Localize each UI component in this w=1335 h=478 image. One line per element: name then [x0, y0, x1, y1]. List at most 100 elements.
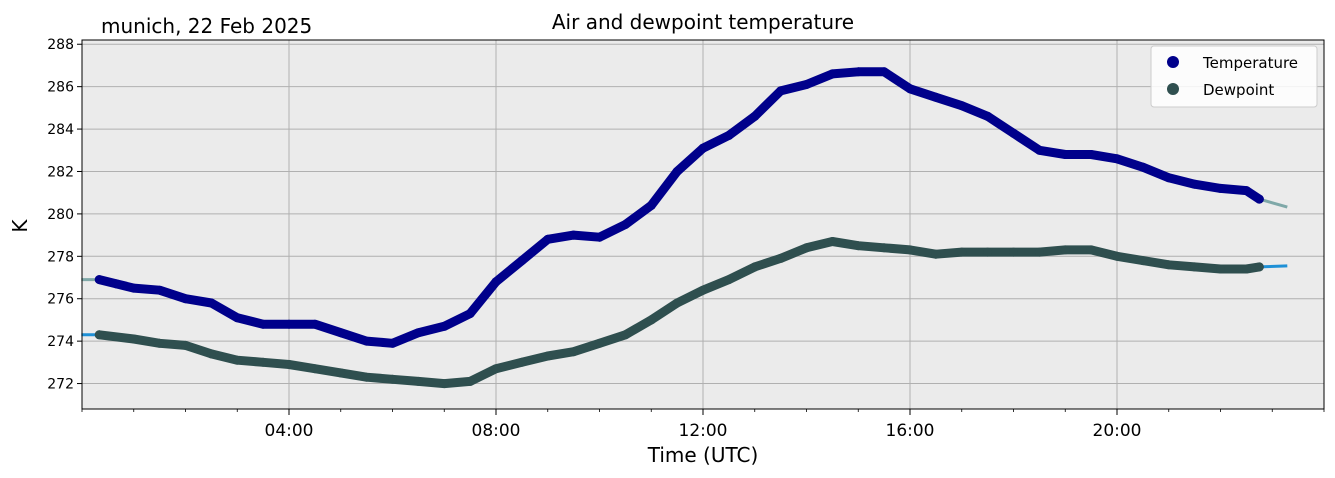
data-point-dewpoint	[595, 338, 604, 348]
data-point-dewpoint	[698, 285, 708, 295]
legend-box	[1150, 45, 1318, 108]
data-point-temperature	[776, 86, 786, 96]
data-point-dewpoint	[232, 355, 242, 365]
data-point-temperature	[232, 313, 242, 323]
data-point-dewpoint	[543, 351, 553, 361]
data-point-temperature	[672, 167, 682, 176]
data-point-temperature	[646, 200, 656, 210]
data-point-temperature	[155, 285, 165, 295]
data-point-dewpoint	[491, 364, 501, 374]
data-point-dewpoint	[1190, 262, 1200, 272]
data-point-temperature	[1112, 154, 1122, 164]
data-point-dewpoint	[1254, 262, 1264, 272]
data-point-dewpoint	[879, 243, 889, 253]
data-point-temperature	[439, 321, 449, 331]
data-point-temperature	[724, 130, 734, 140]
data-point-temperature	[284, 319, 294, 329]
data-point-temperature	[388, 338, 397, 348]
data-point-dewpoint	[905, 245, 915, 255]
data-point-temperature	[413, 328, 423, 338]
data-point-temperature	[94, 275, 104, 285]
data-point-temperature	[1190, 179, 1200, 189]
y-tick-label: 280	[47, 207, 74, 223]
data-point-dewpoint	[517, 357, 527, 367]
data-point-dewpoint	[1112, 251, 1122, 261]
data-point-dewpoint	[465, 376, 475, 386]
data-point-dewpoint	[336, 368, 346, 378]
data-point-temperature	[465, 309, 475, 319]
x-tick-label: 16:00	[886, 421, 935, 441]
data-point-temperature	[802, 80, 811, 89]
data-point-dewpoint	[1009, 247, 1018, 257]
y-tick-label: 284	[47, 122, 74, 138]
data-point-dewpoint	[776, 253, 786, 263]
data-point-dewpoint	[362, 372, 372, 382]
data-point-temperature	[698, 143, 708, 153]
data-point-temperature	[750, 111, 760, 121]
legend-marker-temperature	[1167, 56, 1179, 68]
data-point-dewpoint	[181, 340, 190, 350]
data-point-temperature	[491, 277, 501, 287]
x-axis: 04:00 08:00 12:00 16:00 20:00	[81, 409, 1325, 441]
data-point-temperature	[517, 256, 527, 266]
data-point-temperature	[129, 283, 139, 293]
x-tick-label: 12:00	[679, 421, 728, 441]
data-point-dewpoint	[957, 247, 967, 257]
data-point-dewpoint	[1164, 260, 1174, 270]
x-axis-label: Time (UTC)	[647, 443, 759, 467]
data-point-dewpoint	[931, 249, 941, 259]
data-point-temperature	[1216, 183, 1225, 193]
chart-title: Air and dewpoint temperature	[552, 10, 854, 34]
data-point-dewpoint	[827, 237, 837, 246]
data-point-temperature	[879, 67, 889, 77]
data-point-dewpoint	[1060, 245, 1070, 255]
data-point-temperature	[569, 230, 579, 240]
series-line-dewpoint	[94, 237, 1264, 389]
data-point-temperature	[1138, 162, 1148, 172]
y-tick-label: 286	[47, 80, 74, 96]
data-point-dewpoint	[1241, 264, 1251, 274]
chart-subtitle: munich, 22 Feb 2025	[101, 14, 312, 38]
y-tick-label: 272	[47, 377, 74, 393]
data-point-dewpoint	[672, 298, 682, 308]
y-tick-label: 276	[47, 292, 74, 308]
data-point-temperature	[853, 67, 863, 77]
data-point-temperature	[1254, 194, 1264, 204]
legend-label-dewpoint: Dewpoint	[1203, 81, 1274, 99]
legend-label-temperature: Temperature	[1202, 54, 1298, 72]
grid	[82, 40, 1324, 409]
x-tick-label: 20:00	[1093, 421, 1142, 441]
data-point-temperature	[1086, 150, 1096, 159]
legend-marker-dewpoint	[1167, 83, 1179, 95]
data-point-temperature	[258, 319, 268, 329]
data-point-temperature	[931, 92, 941, 102]
data-point-dewpoint	[206, 349, 216, 359]
data-point-temperature	[1009, 128, 1018, 138]
y-tick-label: 274	[47, 334, 74, 350]
data-point-temperature	[1060, 150, 1070, 159]
data-point-dewpoint	[853, 241, 863, 251]
y-axis-label: K	[8, 219, 32, 233]
data-point-dewpoint	[284, 360, 294, 369]
data-point-dewpoint	[569, 347, 579, 357]
data-point-temperature	[983, 111, 993, 121]
data-point-temperature	[112, 279, 121, 289]
data-point-dewpoint	[439, 379, 449, 389]
y-axis: 272 274 276 278 280 282 284 286 288	[47, 37, 82, 393]
data-point-dewpoint	[129, 334, 139, 344]
data-point-dewpoint	[413, 376, 423, 386]
data-point-dewpoint	[1216, 264, 1225, 274]
data-point-temperature	[543, 234, 553, 244]
data-point-dewpoint	[388, 374, 397, 384]
data-point-temperature	[620, 220, 630, 229]
data-point-temperature	[206, 298, 216, 308]
data-point-dewpoint	[155, 338, 165, 348]
data-point-dewpoint	[802, 243, 811, 253]
data-point-temperature	[1034, 145, 1044, 155]
data-point-dewpoint	[94, 330, 104, 340]
data-point-dewpoint	[1086, 245, 1096, 255]
data-point-temperature	[310, 319, 320, 329]
data-point-dewpoint	[620, 330, 630, 340]
y-tick-label: 288	[47, 37, 74, 53]
